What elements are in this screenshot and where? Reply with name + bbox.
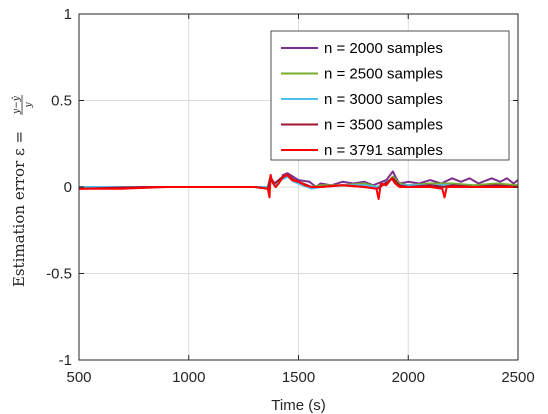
tick-marks [78,13,519,361]
legend-label: n = 2500 samples [324,66,443,83]
y-tick-label: 1 [64,6,72,23]
x-tick-label: 2000 [392,369,425,386]
legend-label: n = 2000 samples [324,40,443,57]
series-line-5 [79,173,518,201]
legend-label: n = 3000 samples [324,91,443,108]
x-tick-label: 2500 [501,369,534,386]
y-tick-label: -1 [59,352,72,369]
y-axis-label-numerator: y−ŷ [11,95,22,115]
y-tick-label: -0.5 [46,266,72,283]
legend-label: n = 3500 samples [324,117,443,134]
y-axis-label-denominator: y [24,102,34,109]
legend-box [270,30,510,161]
y-tick-label: 0.5 [51,93,72,110]
legend-label: n = 3791 samples [324,142,443,159]
legend: n = 2000 samples n = 2500 samples n = 3000… [270,30,510,161]
y-axis-label: Estimation error ε = y−ŷ y [10,95,34,287]
y-tick-labels: 1 0.5 0 -0.5 -1 [46,6,72,369]
y-axis-label-main: Estimation error ε = [10,131,28,287]
series-group [78,170,519,201]
x-tick-label: 500 [66,369,91,386]
x-tick-label: 1000 [172,369,205,386]
x-axis-label: Time (s) [271,397,325,414]
x-tick-label: 1500 [282,369,315,386]
y-tick-label: 0 [64,179,72,196]
x-tick-labels: 500 1000 1500 2000 2500 [66,369,534,386]
